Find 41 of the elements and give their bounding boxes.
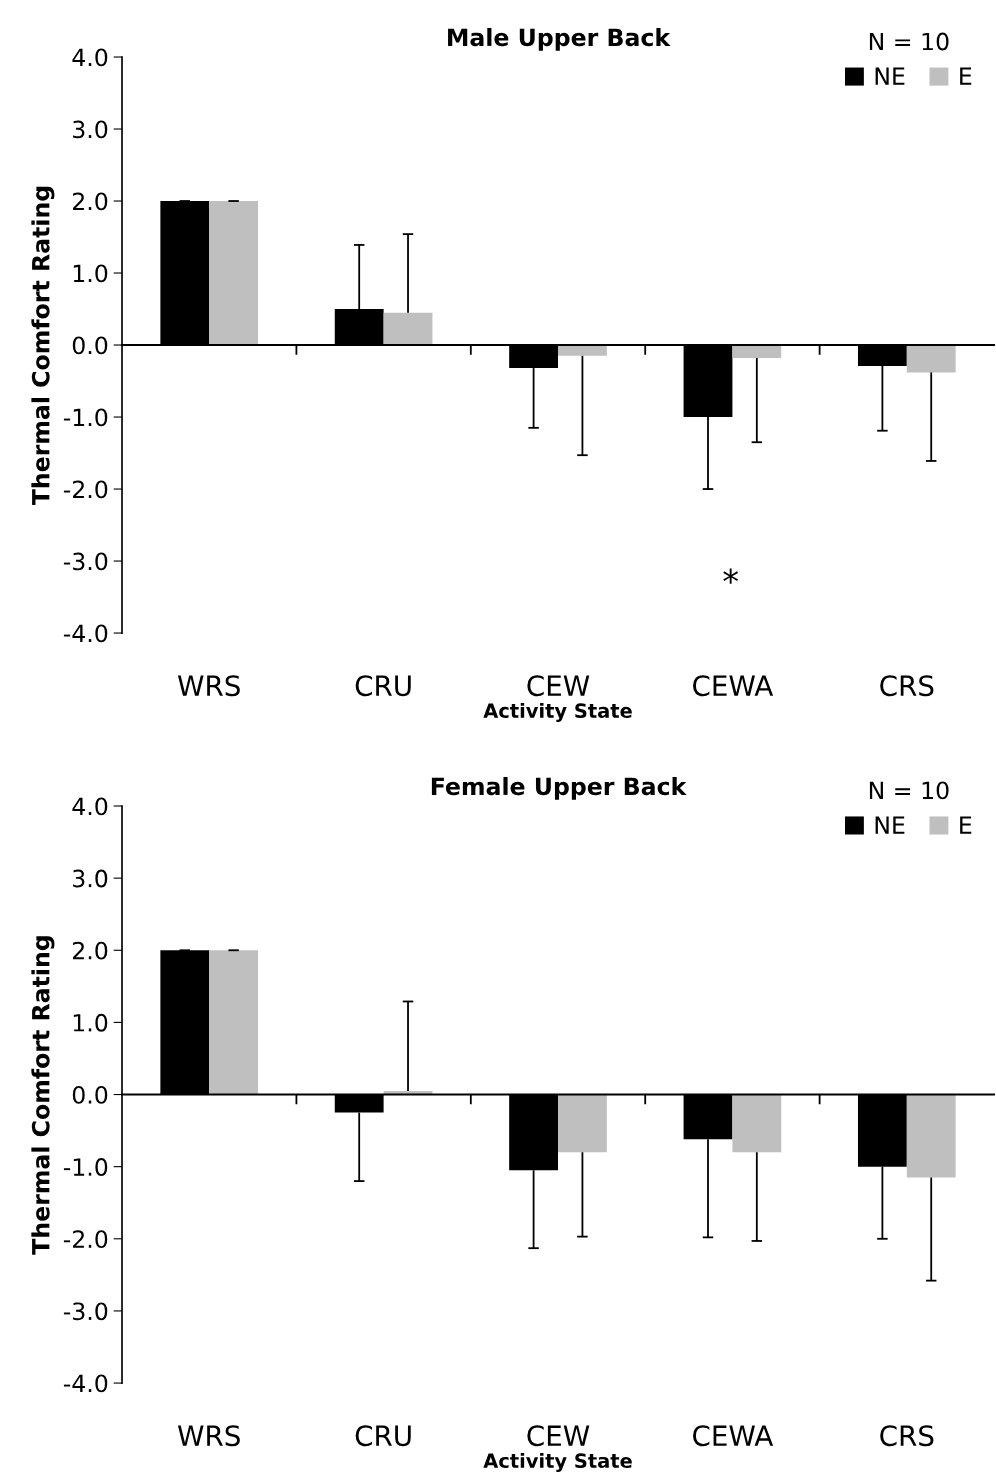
x-tick-label: CRS — [880, 1425, 934, 1447]
x-tick-label: CEWA — [693, 675, 774, 697]
y-tick-label: -3.0 — [63, 1302, 108, 1321]
x-tick-label: CEWA — [693, 1425, 774, 1447]
x-axis-title: Activity State — [483, 702, 632, 722]
y-tick-label: 3.0 — [73, 869, 108, 888]
y-tick-label: -2.0 — [63, 1230, 108, 1249]
y-tick-label: 0.0 — [72, 336, 108, 355]
y-tick-label: 1.0 — [73, 264, 108, 283]
y-tick-label: 2.0 — [73, 192, 108, 211]
y-tick-label: -1.0 — [63, 408, 108, 427]
legend-label: E — [960, 816, 972, 834]
chart-title: Male Upper Back — [448, 27, 671, 51]
x-tick-label: WRS — [177, 675, 240, 697]
x-tick-label: CRU — [355, 1425, 411, 1447]
chart-title: Female Upper Back — [431, 776, 687, 800]
y-tick-label: 0.0 — [72, 1085, 108, 1104]
y-tick-label: -4.0 — [63, 1374, 108, 1393]
y-tick-label: 3.0 — [73, 120, 108, 139]
x-tick-label: CEW — [527, 1425, 590, 1447]
legend-label: NE — [875, 816, 905, 834]
legend-label: E — [960, 67, 972, 85]
x-tick-label: CRU — [355, 675, 411, 697]
x-tick-label: CRS — [880, 675, 934, 697]
x-axis-title: Activity State — [483, 1453, 632, 1472]
y-axis-title: Thermal Comfort Rating — [31, 186, 55, 506]
x-tick-label: CEW — [527, 675, 590, 697]
legend-label: NE — [875, 67, 905, 85]
y-tick-label: 4.0 — [72, 797, 108, 816]
y-tick-label: 2.0 — [73, 941, 108, 960]
legend-title: N = 10 — [869, 32, 949, 51]
y-tick-label: 4.0 — [72, 48, 108, 67]
y-tick-label: 1.0 — [73, 1013, 108, 1032]
legend-title: N = 10 — [869, 781, 949, 800]
y-tick-label: -4.0 — [63, 624, 108, 643]
y-tick-label: -2.0 — [63, 480, 108, 499]
y-tick-label: -3.0 — [63, 552, 108, 571]
annotation: * — [723, 568, 738, 584]
y-tick-label: -1.0 — [63, 1158, 108, 1176]
x-tick-label: WRS — [177, 1425, 240, 1447]
y-axis-title: Thermal Comfort Rating — [31, 936, 55, 1255]
